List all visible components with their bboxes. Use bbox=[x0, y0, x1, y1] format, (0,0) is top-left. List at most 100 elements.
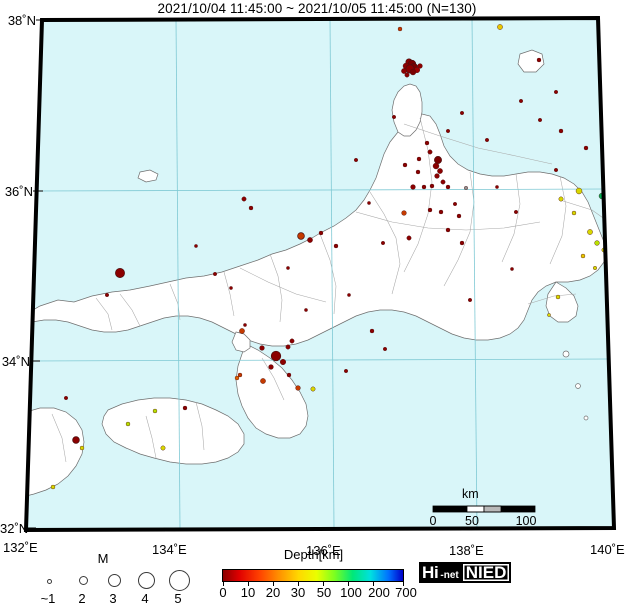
epicenter-marker[interactable] bbox=[485, 137, 490, 142]
epicenter-marker[interactable] bbox=[285, 344, 291, 350]
epicenter-marker[interactable] bbox=[333, 243, 339, 249]
map-canvas[interactable]: km 0 50 100 bbox=[0, 14, 634, 539]
epicenter-marker[interactable] bbox=[445, 184, 451, 190]
epicenter-marker[interactable] bbox=[424, 140, 430, 146]
epicenter-marker[interactable] bbox=[555, 294, 561, 300]
epicenter-marker[interactable] bbox=[432, 162, 440, 170]
epicenter-marker[interactable] bbox=[392, 114, 397, 119]
epicenter-marker[interactable] bbox=[307, 237, 313, 243]
epicenter-marker[interactable] bbox=[410, 184, 416, 190]
epicenter-marker[interactable] bbox=[416, 156, 422, 162]
epicenter-marker[interactable] bbox=[160, 445, 166, 451]
epicenter-marker[interactable] bbox=[104, 293, 109, 298]
epicenter-marker[interactable] bbox=[50, 484, 56, 490]
epicenter-marker[interactable] bbox=[459, 240, 465, 246]
epicenter-marker[interactable] bbox=[381, 240, 386, 245]
epicenter-marker[interactable] bbox=[429, 183, 435, 189]
epicenter-marker[interactable] bbox=[587, 229, 593, 235]
epicenter-marker[interactable] bbox=[575, 187, 583, 195]
epicenter-marker[interactable] bbox=[229, 286, 233, 290]
epicenter-layer[interactable] bbox=[50, 24, 607, 490]
epicenter-marker[interactable] bbox=[310, 386, 316, 392]
epicenter-marker[interactable] bbox=[286, 266, 290, 270]
epicenter-marker[interactable] bbox=[295, 385, 301, 391]
epicenter-marker[interactable] bbox=[438, 209, 444, 215]
epicenter-marker[interactable] bbox=[152, 408, 158, 414]
epicenter-marker[interactable] bbox=[536, 57, 542, 63]
epicenter-marker[interactable] bbox=[125, 421, 131, 427]
epicenter-marker[interactable] bbox=[304, 308, 308, 312]
epicenter-marker[interactable] bbox=[583, 145, 589, 151]
epicenter-marker[interactable] bbox=[427, 149, 433, 155]
epicenter-marker[interactable] bbox=[558, 196, 564, 202]
epicenter-marker[interactable] bbox=[453, 201, 458, 206]
epicenter-marker[interactable] bbox=[510, 267, 514, 271]
epicenter-marker[interactable] bbox=[369, 328, 375, 334]
epicenter-marker[interactable] bbox=[297, 232, 305, 240]
epicenter-marker[interactable] bbox=[243, 323, 247, 327]
epicenter-marker[interactable] bbox=[519, 98, 524, 103]
epicenter-marker[interactable] bbox=[260, 378, 266, 384]
epicenter-marker[interactable] bbox=[456, 213, 462, 219]
epicenter-marker[interactable] bbox=[434, 156, 442, 164]
epicenter-marker[interactable] bbox=[460, 110, 465, 115]
epicenter-marker[interactable] bbox=[234, 375, 240, 381]
epicenter-marker[interactable] bbox=[547, 313, 551, 317]
epicenter-marker[interactable] bbox=[427, 207, 433, 213]
epicenter-marker[interactable] bbox=[417, 63, 423, 69]
epicenter-marker[interactable] bbox=[63, 396, 68, 401]
epicenter-marker[interactable] bbox=[237, 372, 243, 378]
epicenter-marker[interactable] bbox=[270, 350, 282, 362]
epicenter-marker[interactable] bbox=[558, 128, 564, 134]
epicenter-marker[interactable] bbox=[538, 117, 543, 122]
epicenter-marker[interactable] bbox=[437, 168, 443, 174]
epicenter-marker[interactable] bbox=[72, 436, 80, 444]
epicenter-marker[interactable] bbox=[421, 184, 427, 190]
epicenter-marker[interactable] bbox=[241, 196, 247, 202]
epicenter-marker[interactable] bbox=[514, 209, 519, 214]
epicenter-marker[interactable] bbox=[239, 328, 245, 334]
epicenter-marker[interactable] bbox=[182, 405, 188, 411]
epicenter-marker[interactable] bbox=[404, 72, 410, 78]
scalebar-label-0: 0 bbox=[429, 514, 437, 528]
epicenter-marker[interactable] bbox=[367, 201, 371, 205]
epicenter-marker[interactable] bbox=[401, 210, 407, 216]
epicenter-marker[interactable] bbox=[79, 445, 85, 451]
epicenter-marker[interactable] bbox=[286, 372, 292, 378]
epicenter-marker[interactable] bbox=[594, 240, 600, 246]
epicenter-marker[interactable] bbox=[446, 128, 451, 133]
epicenter-marker[interactable] bbox=[406, 235, 412, 241]
epicenter-marker[interactable] bbox=[554, 89, 559, 94]
epicenter-marker[interactable] bbox=[212, 272, 217, 277]
epicenter-marker[interactable] bbox=[415, 169, 421, 175]
epicenter-marker[interactable] bbox=[434, 173, 440, 179]
epicenter-marker[interactable] bbox=[468, 298, 473, 303]
epicenter-marker[interactable] bbox=[495, 185, 499, 189]
epicenter-marker[interactable] bbox=[593, 265, 598, 270]
epicenter-marker[interactable] bbox=[259, 345, 265, 351]
epicenter-marker[interactable] bbox=[280, 359, 287, 366]
epicenter-marker[interactable] bbox=[268, 364, 274, 370]
epicenter-marker[interactable] bbox=[571, 210, 577, 216]
epicenter-marker[interactable] bbox=[554, 167, 559, 172]
epicenter-marker[interactable] bbox=[318, 230, 324, 236]
epicenter-marker[interactable] bbox=[194, 244, 198, 248]
depth-legend: Depth[km] 0 10 20 30 50 100 200 700 bbox=[216, 547, 416, 605]
epicenter-marker[interactable] bbox=[354, 157, 359, 162]
epicenter-marker[interactable] bbox=[383, 347, 388, 352]
epicenter-marker[interactable] bbox=[248, 205, 254, 211]
epicenter-marker[interactable] bbox=[397, 26, 403, 32]
epicenter-marker[interactable] bbox=[440, 179, 446, 185]
epicenter-marker[interactable] bbox=[401, 68, 407, 74]
epicenter-marker[interactable] bbox=[580, 253, 586, 259]
epicenter-marker[interactable] bbox=[445, 227, 451, 233]
epicenter-marker[interactable] bbox=[115, 268, 125, 278]
epicenter-marker[interactable] bbox=[402, 162, 408, 168]
epicenter-marker[interactable] bbox=[464, 185, 469, 190]
epicenter-marker[interactable] bbox=[347, 293, 351, 297]
earthquake-map[interactable] bbox=[0, 14, 634, 539]
epicenter-marker[interactable] bbox=[409, 68, 417, 76]
epicenter-marker[interactable] bbox=[497, 24, 503, 30]
epicenter-marker[interactable] bbox=[289, 338, 295, 344]
epicenter-marker[interactable] bbox=[344, 369, 349, 374]
